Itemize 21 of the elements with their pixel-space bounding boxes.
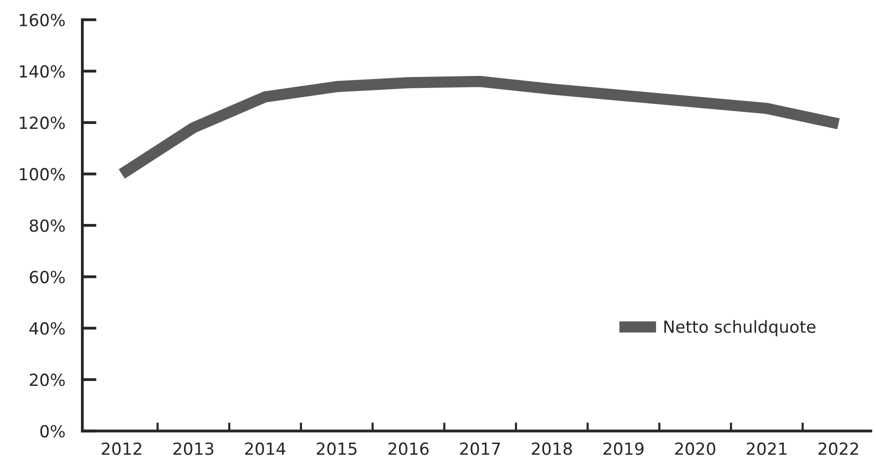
x-tick-label: 2014 xyxy=(245,442,286,455)
x-tick-label: 2020 xyxy=(675,442,716,455)
x-tick-label: 2017 xyxy=(460,442,500,455)
legend-label: Netto schuldquote xyxy=(664,320,816,336)
y-tick-label: 160% xyxy=(20,14,65,26)
x-tick-label: 2018 xyxy=(532,442,572,455)
y-tick-label: 80% xyxy=(30,219,65,232)
y-tick-label: 40% xyxy=(29,322,65,335)
x-tick-label: 2016 xyxy=(388,442,429,455)
y-tick-label: 100% xyxy=(20,168,65,181)
y-tick-label: 60% xyxy=(30,270,65,284)
x-tick-label: 2015 xyxy=(316,442,357,455)
y-tick-label: 120% xyxy=(20,116,65,130)
x-tick-label: 2021 xyxy=(746,442,786,455)
x-tick-label: 2012 xyxy=(102,442,142,455)
y-tick-label: 0% xyxy=(40,424,65,438)
y-tick-label: 20% xyxy=(30,374,65,386)
x-tick-label: 2013 xyxy=(173,442,214,455)
y-tick-label: 140% xyxy=(20,65,65,78)
x-tick-label: 2022 xyxy=(818,442,858,455)
x-tick-label: 2019 xyxy=(603,442,644,455)
